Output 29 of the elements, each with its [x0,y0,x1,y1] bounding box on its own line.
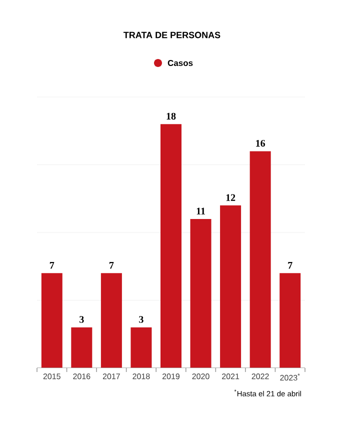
data-label: 7 [110,262,114,269]
bar [220,205,242,368]
data-label: 12 [226,194,236,201]
legend-label: Casos [168,60,193,66]
x-tick-label: 2017 [102,374,120,380]
data-label: 11 [196,208,205,214]
bar [71,327,92,368]
bar [41,273,62,368]
bar [130,327,152,368]
chart-title: TRATA DE PERSONAS [124,32,220,38]
x-tick-label: 2023$^{*}$ [280,374,300,381]
x-tick-label: 2022 [252,374,269,380]
data-label: 16 [256,140,266,147]
bar [160,124,182,368]
data-label: 7 [50,262,54,269]
bar [250,151,271,368]
x-tick-label: 2020 [192,374,210,380]
x-tick-label: 2015 [43,374,60,380]
data-label: 3 [139,316,144,323]
bar [100,273,122,368]
x-tick-label: 2016 [73,374,90,380]
bar [190,218,212,368]
data-label: 7 [288,262,292,269]
x-tick-label: 2018 [132,374,150,380]
x-tick-label: 2019 [162,374,180,380]
x-tick-label: 2021 [222,374,240,380]
data-label: 3 [80,316,84,323]
bar [280,273,301,368]
data-label: 18 [166,112,176,120]
